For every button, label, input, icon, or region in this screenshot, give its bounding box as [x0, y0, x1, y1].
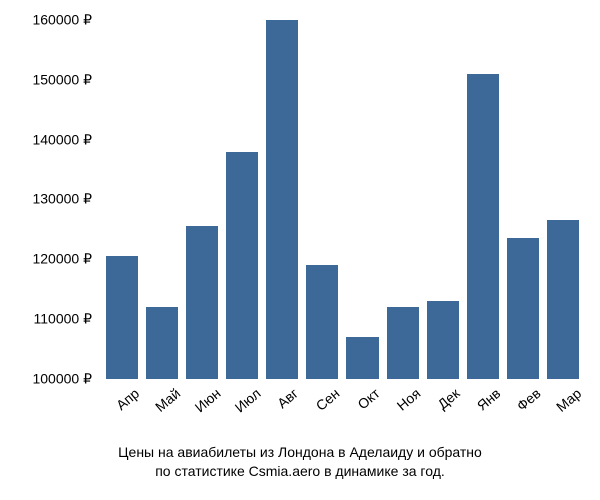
- x-label-column: Янв: [467, 379, 499, 439]
- bars-area: [100, 20, 585, 379]
- bar-column: [547, 20, 579, 379]
- x-label-column: Июн: [186, 379, 218, 439]
- x-tick-label: Сен: [313, 385, 343, 414]
- x-axis-labels: АпрМайИюнИюлАвгСенОктНояДекЯнвФевМар: [100, 379, 585, 439]
- y-tick-label: 100000 ₽: [32, 370, 92, 387]
- x-label-column: Дек: [427, 379, 459, 439]
- x-tick-label: Авг: [274, 385, 301, 411]
- bar-column: [387, 20, 419, 379]
- x-label-column: Мар: [547, 379, 579, 439]
- bar: [186, 226, 218, 378]
- caption-line1: Цены на авиабилеты из Лондона в Аделаиду…: [118, 444, 482, 460]
- x-label-column: Июл: [226, 379, 258, 439]
- x-tick-label: Апр: [113, 385, 142, 413]
- y-tick-label: 120000 ₽: [32, 251, 92, 268]
- x-tick-label: Янв: [473, 385, 503, 414]
- y-tick-label: 130000 ₽: [32, 191, 92, 208]
- bar-column: [106, 20, 138, 379]
- y-axis: 100000 ₽110000 ₽120000 ₽130000 ₽140000 ₽…: [15, 20, 100, 379]
- x-label-column: Сен: [306, 379, 338, 439]
- x-label-column: Май: [146, 379, 178, 439]
- bar-column: [467, 20, 499, 379]
- x-tick-label: Дек: [434, 385, 462, 412]
- bar-column: [146, 20, 178, 379]
- x-tick-label: Июл: [232, 385, 264, 416]
- chart-caption: Цены на авиабилеты из Лондона в Аделаиду…: [15, 439, 585, 490]
- x-label-column: Окт: [346, 379, 378, 439]
- price-chart: 100000 ₽ 110000 ₽ 120000 ₽ 130000 ₽ 140000 ₽…: [0, 0, 600, 500]
- bar: [387, 307, 419, 379]
- y-tick-label: 110000 ₽: [34, 311, 92, 328]
- bar: [427, 301, 459, 379]
- x-tick-label: Ноя: [393, 385, 423, 414]
- bar: [346, 337, 378, 379]
- bar-column: [427, 20, 459, 379]
- bar: [146, 307, 178, 379]
- x-label-column: Апр: [106, 379, 138, 439]
- x-tick-label: Окт: [354, 385, 382, 412]
- x-tick-label: Июн: [192, 385, 224, 415]
- bar: [467, 74, 499, 379]
- x-label-column: Фев: [507, 379, 539, 439]
- bar: [507, 238, 539, 379]
- plot-area: 100000 ₽110000 ₽120000 ₽130000 ₽140000 ₽…: [15, 20, 585, 379]
- y-tick-label: 150000 ₽: [32, 71, 92, 88]
- bar: [547, 220, 579, 378]
- bar-column: [306, 20, 338, 379]
- x-tick-label: Фев: [513, 385, 543, 414]
- bar-column: [346, 20, 378, 379]
- y-tick-label: 140000 ₽: [32, 131, 92, 148]
- x-tick-label: Май: [152, 385, 183, 415]
- y-tick-label: 160000 ₽: [32, 12, 92, 29]
- bar: [106, 256, 138, 379]
- x-tick-label: Мар: [553, 385, 584, 415]
- bar-column: [507, 20, 539, 379]
- bar-column: [266, 20, 298, 379]
- x-label-column: Авг: [266, 379, 298, 439]
- bar-column: [226, 20, 258, 379]
- bar: [306, 265, 338, 379]
- bar: [266, 20, 298, 379]
- caption-line2: по статистике Csmia.aero в динамике за г…: [155, 463, 445, 479]
- x-label-column: Ноя: [387, 379, 419, 439]
- bar: [226, 152, 258, 379]
- bar-column: [186, 20, 218, 379]
